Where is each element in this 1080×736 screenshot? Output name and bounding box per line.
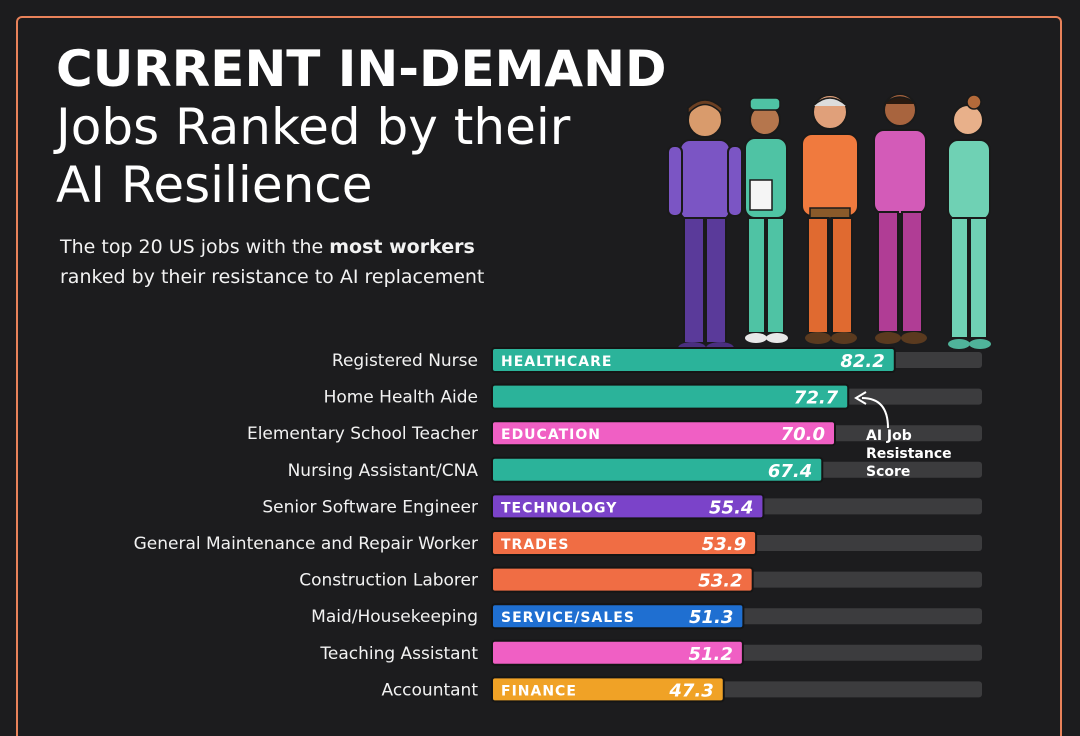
teacher-figure-icon — [873, 93, 927, 344]
bar — [491, 676, 725, 703]
bar — [491, 383, 850, 410]
sector-tag: SERVICE/SALES — [501, 610, 635, 626]
bar-track — [744, 571, 982, 588]
nurse-aide-figure-icon — [947, 94, 991, 349]
bar-track — [827, 425, 982, 442]
bar — [491, 456, 824, 483]
sector-tag: TRADES — [501, 537, 569, 553]
infographic-frame — [16, 16, 1062, 736]
annotation-arrowhead — [854, 391, 867, 405]
category-label: General Maintenance and Repair Worker — [134, 534, 478, 554]
sector-tag: TECHNOLOGY — [501, 500, 617, 516]
subtitle-start: The top 20 US jobs with the — [60, 236, 330, 258]
bar — [491, 493, 765, 520]
subtitle-end: ranked by their resistance to AI replace… — [60, 266, 485, 288]
bar-track — [755, 498, 982, 515]
category-label: Accountant — [382, 680, 479, 700]
category-label: Teaching Assistant — [319, 644, 478, 664]
bar — [491, 347, 896, 373]
value-label: 51.2 — [688, 644, 732, 665]
value-label: 53.2 — [698, 571, 742, 592]
value-label: 67.4 — [768, 461, 812, 482]
subtitle: The top 20 US jobs with the most workers… — [60, 232, 620, 292]
bar-track — [734, 644, 982, 661]
category-label: Senior Software Engineer — [262, 497, 478, 517]
value-label: 70.0 — [781, 424, 825, 445]
category-label: Construction Laborer — [299, 571, 478, 591]
subtitle-emphasis: most workers — [329, 236, 475, 258]
title-line-2: Jobs Ranked by their — [56, 98, 571, 156]
category-label: Elementary School Teacher — [247, 424, 478, 444]
sector-tag: HEALTHCARE — [501, 354, 612, 370]
bar-track — [748, 535, 982, 551]
bar — [491, 566, 754, 593]
sector-tag: EDUCATION — [501, 427, 601, 443]
annotation-arrow — [861, 397, 889, 429]
tradesworker-figure-icon — [801, 94, 859, 344]
title-line-3: AI Resilience — [56, 156, 373, 214]
bar-chart: Registered Nurse 82.2 HEALTHCARE Home Healt… — [134, 347, 982, 703]
value-label: 53.9 — [702, 534, 746, 555]
category-label: Nursing Assistant/CNA — [288, 461, 479, 481]
value-label: 47.3 — [668, 680, 713, 701]
bar-track — [715, 681, 982, 698]
bar — [491, 639, 744, 666]
value-label: 82.2 — [840, 351, 884, 372]
annotation-line-1: AI Job — [866, 428, 912, 444]
title-line-1: CURRENT IN-DEMAND — [56, 40, 667, 98]
bar-track — [886, 352, 982, 368]
bar-track — [735, 608, 982, 625]
bar-track — [814, 461, 982, 478]
bar — [491, 603, 745, 630]
bar — [491, 530, 758, 556]
value-label: 72.7 — [794, 388, 839, 409]
value-label: 51.3 — [689, 607, 733, 628]
workers-illustration — [667, 93, 991, 354]
bar — [491, 420, 836, 447]
sector-tag: FINANCE — [501, 683, 577, 699]
category-label: Registered Nurse — [332, 351, 478, 371]
annotation-line-2: Resistance — [866, 446, 952, 462]
annotation-line-3: Score — [866, 464, 910, 480]
nurse-figure-icon — [744, 97, 788, 343]
value-label: 55.4 — [709, 497, 753, 518]
category-label: Maid/Housekeeping — [311, 607, 478, 627]
category-label: Home Health Aide — [324, 388, 478, 408]
